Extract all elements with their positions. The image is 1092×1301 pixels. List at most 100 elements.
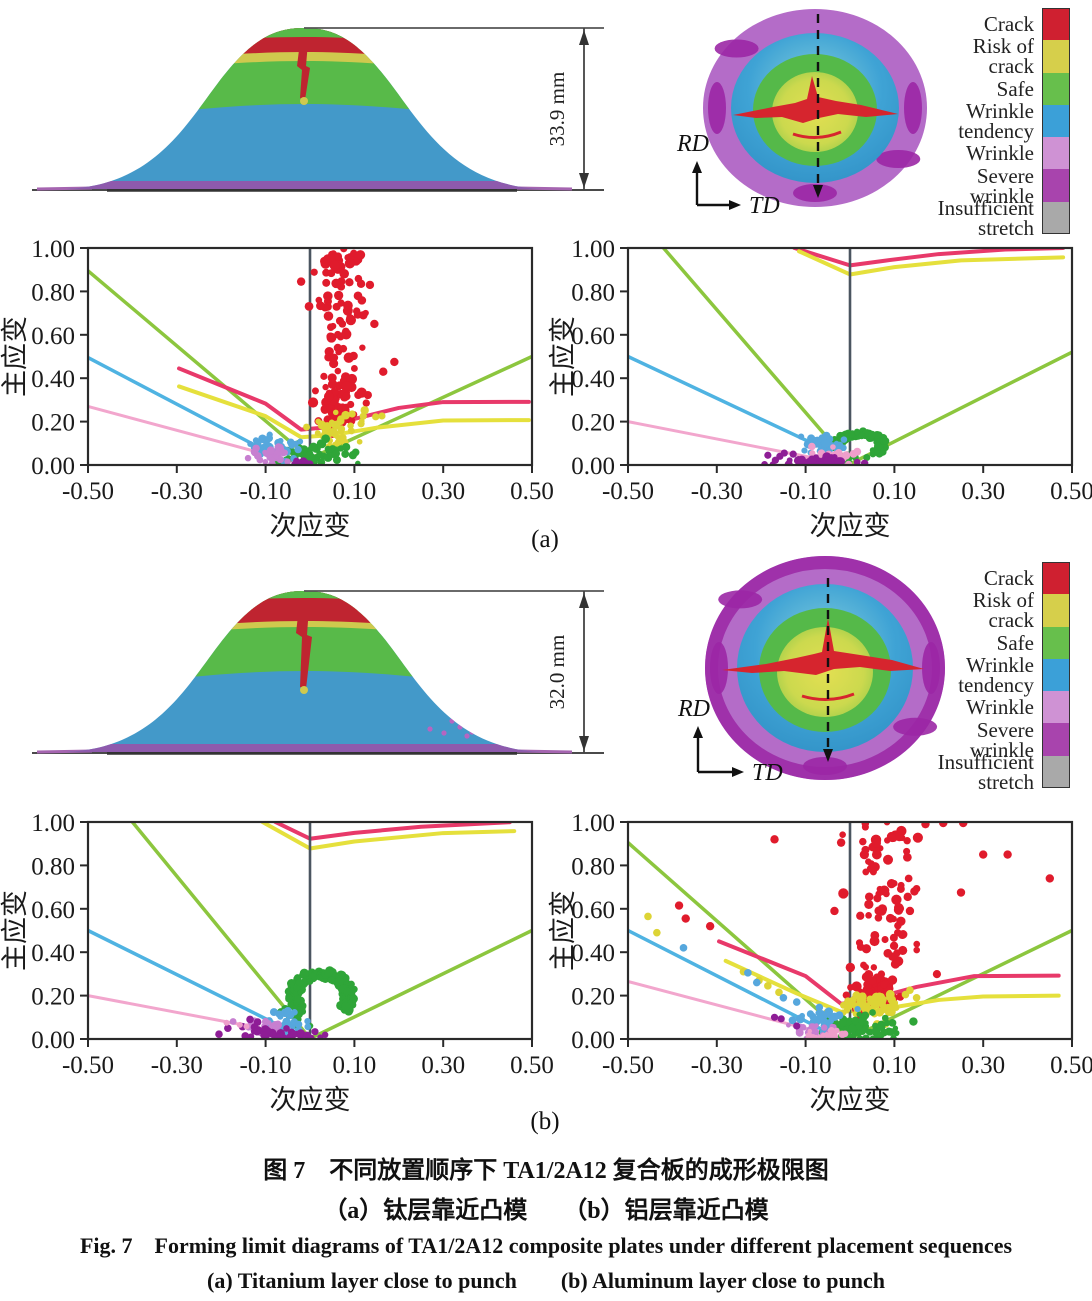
svg-text:RD: RD xyxy=(676,131,709,157)
legend-label-6: Insufficient stretch xyxy=(937,195,1034,240)
legend-swatch-5 xyxy=(1042,169,1070,203)
legend-label-2: Safe xyxy=(996,630,1034,655)
panel-label-a: (a) xyxy=(531,526,559,553)
svg-text:0.00: 0.00 xyxy=(571,1027,615,1054)
svg-text:0.10: 0.10 xyxy=(873,1052,917,1079)
legend-label-5: Severe wrinkle xyxy=(969,163,1034,208)
svg-text:次应变: 次应变 xyxy=(270,511,351,541)
svg-text:RD: RD xyxy=(677,696,710,722)
legend-swatch-2 xyxy=(1042,72,1070,106)
svg-text:-0.30: -0.30 xyxy=(151,1052,203,1079)
svg-text:0.10: 0.10 xyxy=(873,478,917,505)
svg-text:0.60: 0.60 xyxy=(31,323,75,350)
caption-zh-sub: （a）钛层靠近凸模 （b）铝层靠近凸模 xyxy=(323,1198,769,1224)
svg-text:-0.30: -0.30 xyxy=(151,478,203,505)
svg-text:32.0 mm: 32.0 mm xyxy=(545,635,569,710)
svg-text:0.50: 0.50 xyxy=(1050,478,1092,505)
caption-en-title: Fig. 7 Forming limit diagrams of TA1/2A1… xyxy=(79,1233,1013,1258)
svg-text:-0.50: -0.50 xyxy=(602,1052,654,1079)
svg-text:TD: TD xyxy=(752,760,783,786)
color-legend-b: Crack Risk of crack Safe Wrinkle tendency Wr… xyxy=(930,562,1092,794)
svg-text:-0.10: -0.10 xyxy=(780,1052,832,1079)
svg-text:0.60: 0.60 xyxy=(31,897,75,924)
svg-text:0.40: 0.40 xyxy=(571,366,615,393)
svg-text:0.00: 0.00 xyxy=(31,1027,75,1054)
svg-text:0.00: 0.00 xyxy=(31,453,75,480)
svg-text:-0.50: -0.50 xyxy=(62,1052,114,1079)
svg-text:0.10: 0.10 xyxy=(333,1052,377,1079)
legend-label-1: Risk of crack xyxy=(972,34,1034,79)
legend-swatch-2 xyxy=(1042,626,1070,660)
svg-text:主应变: 主应变 xyxy=(548,316,578,397)
legend-label-3: Wrinkle tendency xyxy=(958,653,1034,697)
svg-text:0.50: 0.50 xyxy=(1050,1052,1092,1079)
svg-text:0.00: 0.00 xyxy=(571,453,615,480)
svg-text:0.30: 0.30 xyxy=(961,1052,1005,1079)
svg-text:0.20: 0.20 xyxy=(31,410,75,437)
svg-text:1.00: 1.00 xyxy=(571,810,615,837)
legend-label-5: Severe wrinkle xyxy=(969,717,1034,762)
svg-text:次应变: 次应变 xyxy=(810,1085,891,1115)
svg-text:0.60: 0.60 xyxy=(571,323,615,350)
svg-text:-0.50: -0.50 xyxy=(62,478,114,505)
legend-colorbar-frame xyxy=(1042,562,1070,788)
legend-swatch-1 xyxy=(1042,594,1070,628)
legend-swatch-4 xyxy=(1042,691,1070,724)
legend-label-3: Wrinkle tendency xyxy=(958,99,1034,143)
svg-text:-0.50: -0.50 xyxy=(602,478,654,505)
svg-text:0.40: 0.40 xyxy=(31,366,75,393)
panel-label-b: (b) xyxy=(530,1108,560,1135)
legend-swatch-0 xyxy=(1042,562,1070,595)
dome-top-view-a: RD TD xyxy=(676,9,927,219)
legend-swatch-3 xyxy=(1042,104,1070,138)
legend-swatch-3 xyxy=(1042,658,1070,692)
svg-text:0.40: 0.40 xyxy=(571,940,615,967)
fld-chart-b-left: -0.50 -0.30 -0.10 0.10 0.30 0.50 0.00 0.20 0.40 0… xyxy=(0,810,554,1115)
dome-side-view-a: 33.9 mm xyxy=(32,27,604,192)
svg-text:TD: TD xyxy=(749,193,780,219)
legend-swatch-0 xyxy=(1042,8,1070,41)
svg-text:0.40: 0.40 xyxy=(31,940,75,967)
svg-text:0.60: 0.60 xyxy=(571,897,615,924)
legend-label-0: Crack xyxy=(983,12,1034,37)
legend-swatch-6 xyxy=(1042,755,1070,789)
fld-chart-a-right: -0.50 -0.30 -0.10 0.10 0.30 0.50 0.00 0.20 0.40 0… xyxy=(548,236,1092,541)
svg-text:0.50: 0.50 xyxy=(510,478,554,505)
svg-text:0.20: 0.20 xyxy=(31,984,75,1011)
svg-text:次应变: 次应变 xyxy=(270,1085,351,1115)
svg-text:主应变: 主应变 xyxy=(0,316,30,397)
svg-text:1.00: 1.00 xyxy=(31,810,75,837)
svg-text:0.80: 0.80 xyxy=(571,853,615,880)
svg-text:0.20: 0.20 xyxy=(571,984,615,1011)
legend-colorbar-frame xyxy=(1042,8,1070,234)
svg-text:1.00: 1.00 xyxy=(571,236,615,263)
legend-label-6: Insufficient stretch xyxy=(937,749,1034,794)
svg-text:0.20: 0.20 xyxy=(571,410,615,437)
fld-chart-a-left: -0.50 -0.30 -0.10 0.10 0.30 0.50 0.00 0.20 0.40 0… xyxy=(0,236,554,541)
dome-top-view-b: RD TD xyxy=(677,556,945,786)
svg-text:-0.10: -0.10 xyxy=(780,478,832,505)
fld-chart-b-right: -0.50 -0.30 -0.10 0.10 0.30 0.50 0.00 0.20 0.40 0… xyxy=(548,810,1092,1115)
svg-text:0.80: 0.80 xyxy=(31,853,75,880)
caption-zh-title: 图 7 不同放置顺序下 TA1/2A12 复合板的成形极限图 xyxy=(263,1158,829,1184)
svg-text:0.30: 0.30 xyxy=(421,1052,465,1079)
svg-text:-0.10: -0.10 xyxy=(240,478,292,505)
svg-text:1.00: 1.00 xyxy=(31,236,75,263)
svg-text:0.10: 0.10 xyxy=(333,478,377,505)
svg-text:次应变: 次应变 xyxy=(810,511,891,541)
svg-text:主应变: 主应变 xyxy=(548,890,578,971)
legend-label-1: Risk of crack xyxy=(972,588,1034,633)
caption-en-sub: (a) Titanium layer close to punch (b) Al… xyxy=(207,1268,885,1293)
dome-side-view-b: 32.0 mm xyxy=(32,590,604,755)
legend-swatch-6 xyxy=(1042,201,1070,235)
legend-swatch-5 xyxy=(1042,723,1070,757)
legend-label-0: Crack xyxy=(983,566,1034,591)
svg-text:0.30: 0.30 xyxy=(421,478,465,505)
svg-text:33.9 mm: 33.9 mm xyxy=(545,72,569,147)
svg-text:主应变: 主应变 xyxy=(0,890,30,971)
legend-label-2: Safe xyxy=(996,76,1034,101)
svg-text:0.80: 0.80 xyxy=(31,279,75,306)
svg-text:-0.30: -0.30 xyxy=(691,478,743,505)
svg-text:0.50: 0.50 xyxy=(510,1052,554,1079)
